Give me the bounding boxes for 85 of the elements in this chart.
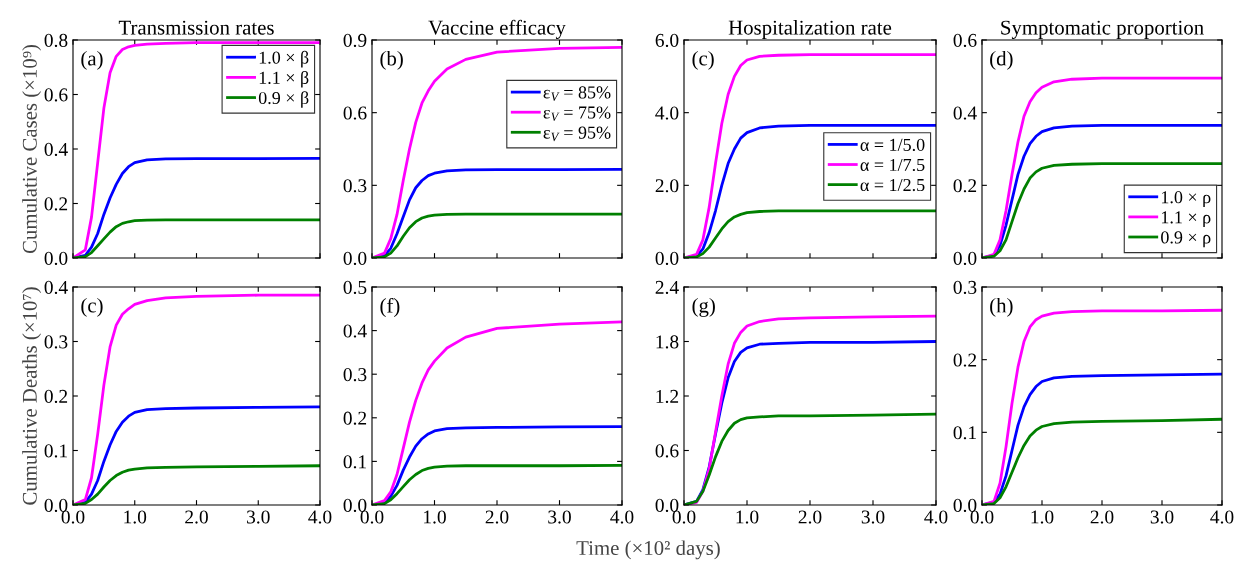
y-tick-label: 0.1 [953, 426, 976, 440]
x-tick-label: 1.0 [124, 510, 147, 524]
line-series [73, 41, 320, 258]
legend-label: 1.1 × ρ [1161, 211, 1211, 228]
legend-label: α = 1/5.0 [860, 138, 925, 151]
y-tick-label: 2.4 [655, 280, 679, 295]
y-tick-label: 0.0 [44, 498, 68, 513]
y-tick-label: 0.4 [343, 324, 367, 338]
legend-label: ε$_{V}$ = 85% [543, 86, 611, 102]
y-tick-label: 0.6 [655, 444, 679, 458]
y-tick-label: 0.2 [953, 179, 977, 193]
y-tick-label: 0.3 [44, 335, 68, 349]
y-tick-label: 4.0 [655, 106, 679, 120]
chart-title: Hospitalization rate [728, 19, 892, 39]
y-tick-label: 0.2 [343, 411, 367, 425]
annotation: (d) [990, 50, 1013, 70]
y-tick-label: 0.0 [343, 251, 367, 266]
legend-label: 1.0 × β [259, 50, 309, 68]
x-tick-label: 0.0 [672, 510, 696, 524]
x-tick-label: 1.0 [736, 510, 759, 524]
x-tick-label: 0.0 [61, 510, 85, 524]
y-tick-label: 0.4 [953, 106, 977, 120]
x-tick-label: 3.0 [247, 510, 270, 524]
x-tick-label: 4.0 [924, 510, 948, 524]
y-tick-label: 0.1 [343, 455, 366, 469]
y-tick-label: 0.6 [343, 106, 367, 120]
y-tick-label: 0.5 [343, 280, 367, 295]
x-tick-label: 0.0 [970, 510, 994, 524]
annotation: (h) [990, 297, 1013, 317]
y-tick-label: 2.0 [655, 179, 679, 193]
legend-label: α = 1/2.5 [860, 178, 925, 192]
y-axis-title: Cumulative Deaths (×10⁷) [22, 287, 42, 505]
annotation: (b) [380, 50, 403, 70]
y-tick-label: 0.2 [44, 197, 68, 211]
y-tick-label: 0.3 [343, 368, 367, 382]
y-tick-label: 1.2 [656, 389, 679, 404]
legend-label: ε$_{V}$ = 95% [543, 126, 611, 142]
y-tick-label: 0.3 [343, 179, 367, 193]
annotation: (f) [380, 297, 400, 317]
x-tick-label: 1.0 [424, 510, 446, 524]
y-tick-label: 0.2 [953, 353, 977, 367]
x-tick-label: 4.0 [610, 510, 634, 524]
x-tick-label: 4.0 [308, 510, 332, 524]
x-tick-label: 4.0 [1210, 510, 1234, 524]
annotation: (a) [81, 50, 103, 70]
x-tick-label: 2.0 [185, 510, 208, 524]
chart-title: Symptomatic proportion [1001, 20, 1204, 39]
legend-label: 1.0 × ρ [1161, 191, 1211, 207]
y-tick-label: 0.0 [655, 251, 679, 266]
y-tick-label: 0.0 [953, 251, 977, 266]
annotation: (c) [692, 50, 714, 70]
y-tick-label: 0.3 [953, 280, 977, 295]
x-tick-label: 2.0 [485, 510, 509, 524]
legend-label: 0.9 × ρ [1161, 231, 1211, 248]
chart-title: Transmission rates [118, 20, 274, 35]
legend-label: 1.1 × β [259, 71, 309, 88]
y-tick-label: 0.6 [44, 88, 68, 102]
x-tick-label: 2.0 [798, 510, 822, 524]
y-tick-label: 0.6 [953, 33, 977, 48]
legend-label: α = 1/7.5 [860, 158, 925, 172]
legend-label: 0.9 × β [258, 91, 309, 108]
x-axis-title: Time (×10² days) [576, 540, 720, 560]
x-tick-label: 3.0 [548, 510, 571, 524]
annotation: (g) [692, 297, 715, 317]
y-tick-label: 0.4 [44, 142, 68, 157]
y-tick-label: 0.2 [44, 389, 68, 404]
y-tick-label: 0.8 [44, 33, 68, 48]
x-tick-label: 2.0 [1090, 510, 1114, 524]
y-tick-label: 0.1 [44, 444, 67, 458]
x-tick-label: 0.0 [360, 510, 384, 524]
y-tick-label: 0.0 [953, 498, 977, 513]
legend-label: ε$_{V}$ = 75% [543, 106, 611, 122]
annotation: (c) [81, 297, 103, 317]
y-tick-label: 0.0 [343, 498, 367, 513]
y-tick-label: 0.4 [44, 280, 68, 295]
x-tick-label: 3.0 [1150, 510, 1174, 524]
y-tick-label: 1.8 [656, 335, 679, 349]
y-tick-label: 0.0 [44, 251, 68, 266]
y-tick-label: 0.9 [343, 33, 367, 48]
y-axis-title: Cumulative Cases (×10⁹) [22, 44, 42, 254]
y-tick-label: 0.0 [655, 498, 679, 513]
y-tick-label: 6.0 [655, 33, 679, 48]
x-tick-label: 1.0 [1031, 510, 1054, 524]
chart-title: Vaccine efficacy [428, 19, 566, 39]
x-tick-label: 3.0 [861, 510, 885, 524]
